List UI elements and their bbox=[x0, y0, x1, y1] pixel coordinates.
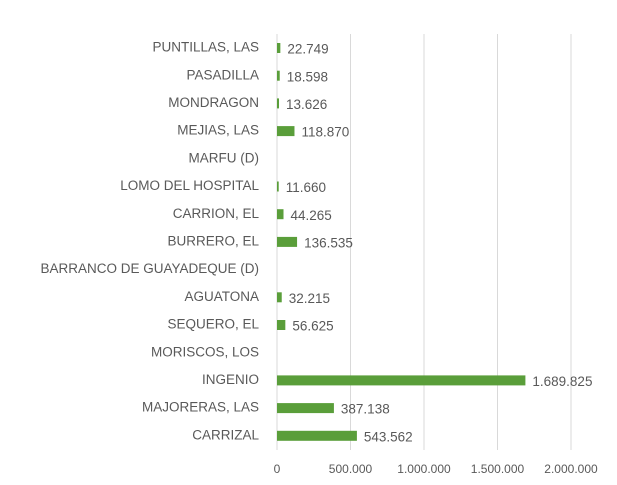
bar bbox=[277, 236, 298, 247]
value-label: 387.138 bbox=[341, 402, 390, 417]
y-tick-label: MORISCOS, LOS bbox=[151, 344, 259, 359]
bar bbox=[277, 403, 334, 414]
value-label: 118.870 bbox=[301, 125, 349, 140]
x-tick-label: 500.000 bbox=[329, 462, 373, 476]
value-label: 22.749 bbox=[287, 42, 328, 57]
x-tick-label: 1.000.000 bbox=[397, 462, 451, 476]
y-tick-label: MARFU (D) bbox=[189, 150, 260, 165]
y-tick-label: BURRERO, EL bbox=[167, 233, 259, 248]
y-tick-label: SEQUERO, EL bbox=[167, 317, 259, 332]
y-tick-label: BARRANCO DE GUAYADEQUE (D) bbox=[40, 261, 259, 276]
bar bbox=[277, 126, 295, 137]
x-tick-label: 0 bbox=[274, 462, 281, 476]
y-tick-label: CARRIZAL bbox=[192, 427, 259, 442]
bar bbox=[277, 181, 279, 192]
bar bbox=[277, 375, 526, 386]
y-tick-label: MAJORERAS, LAS bbox=[142, 400, 259, 415]
y-tick-label: MEJIAS, LAS bbox=[177, 123, 259, 138]
value-label: 136.535 bbox=[304, 235, 353, 250]
value-label: 18.598 bbox=[287, 69, 328, 84]
y-tick-label: INGENIO bbox=[202, 372, 259, 387]
y-tick-label: MONDRAGON bbox=[168, 95, 259, 110]
bar bbox=[277, 430, 357, 441]
bar bbox=[277, 98, 280, 109]
y-tick-label: PUNTILLAS, LAS bbox=[152, 40, 259, 55]
value-label: 1.689.825 bbox=[532, 374, 592, 389]
bar bbox=[277, 70, 280, 81]
bar bbox=[277, 320, 286, 330]
bar bbox=[277, 43, 281, 53]
value-label: 11.660 bbox=[286, 180, 326, 195]
bar bbox=[277, 292, 282, 303]
x-tick-label: 1.500.000 bbox=[471, 462, 525, 476]
y-tick-label: PASADILLA bbox=[186, 67, 259, 82]
value-label: 32.215 bbox=[289, 291, 330, 306]
y-tick-label: AGUATONA bbox=[184, 289, 259, 304]
value-label: 543.562 bbox=[364, 429, 413, 444]
x-tick-label: 2.000.000 bbox=[544, 462, 598, 476]
bar bbox=[277, 209, 284, 220]
y-tick-label: CARRION, EL bbox=[173, 206, 260, 221]
value-label: 13.626 bbox=[286, 97, 327, 112]
y-tick-label: LOMO DEL HOSPITAL bbox=[120, 178, 259, 193]
value-label: 56.625 bbox=[292, 319, 333, 334]
value-label: 44.265 bbox=[291, 208, 332, 223]
